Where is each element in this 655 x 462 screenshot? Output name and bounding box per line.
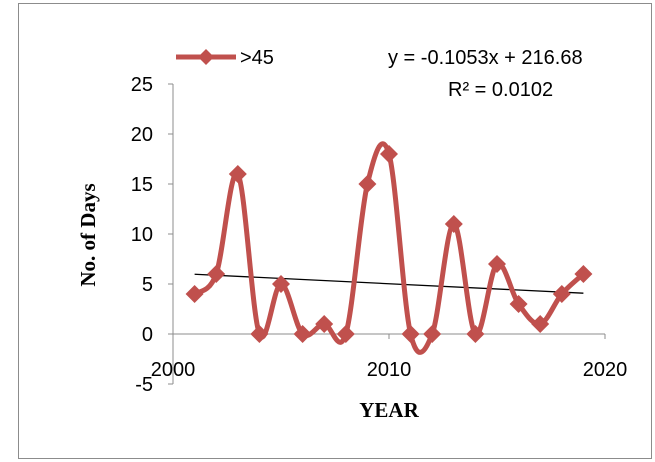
trendline-equation: y = -0.1053x + 216.68 (388, 47, 583, 69)
y-tick-label: 5 (142, 274, 153, 296)
y-axis-label: No. of Days (76, 183, 100, 286)
y-tick-label: 15 (131, 174, 153, 196)
x-tick-label: 2020 (583, 359, 628, 381)
series-line-0 (192, 141, 586, 355)
legend-label: >45 (240, 47, 274, 69)
x-axis: 2000 2010 2020 (151, 333, 628, 381)
data-point-2004 (250, 325, 269, 343)
data-point-2017 (531, 315, 550, 333)
data-point-2012 (423, 325, 442, 343)
data-point-2013 (444, 215, 463, 233)
x-axis-label: YEAR (359, 398, 419, 422)
data-point-2005 (272, 275, 290, 293)
data-point-2014 (466, 325, 485, 343)
data-point-2019 (574, 265, 593, 283)
y-tick-label: 0 (142, 324, 153, 346)
data-point-2008 (336, 325, 355, 343)
data-point-2002 (207, 265, 226, 283)
data-point-2003 (228, 165, 247, 183)
chart-frame (18, 3, 652, 459)
series-area (185, 141, 593, 355)
data-point-2007 (315, 315, 334, 333)
x-tick-label: 2010 (367, 359, 412, 381)
y-tick-label: -5 (135, 374, 153, 396)
data-point-2016 (509, 295, 528, 313)
trendline (194, 273, 584, 294)
y-axis: -5 0 5 10 15 20 25 (131, 74, 174, 396)
data-point-2011 (401, 325, 420, 343)
data-point-2006 (293, 325, 312, 343)
data-point-2009 (358, 175, 377, 193)
legend-diamond-marker (198, 49, 214, 65)
legend: >45 (176, 47, 274, 69)
trendline-r-squared: R² = 0.0102 (448, 79, 553, 101)
data-point-2001 (185, 285, 204, 303)
data-point-2015 (488, 255, 506, 273)
y-tick-label: 10 (131, 224, 153, 246)
data-point-2010 (380, 145, 398, 163)
y-tick-label: 25 (131, 74, 153, 96)
y-tick-label: 20 (131, 124, 153, 146)
trendline-line (194, 273, 584, 294)
x-tick-label: 2000 (151, 359, 196, 381)
data-point-2018 (552, 285, 571, 303)
